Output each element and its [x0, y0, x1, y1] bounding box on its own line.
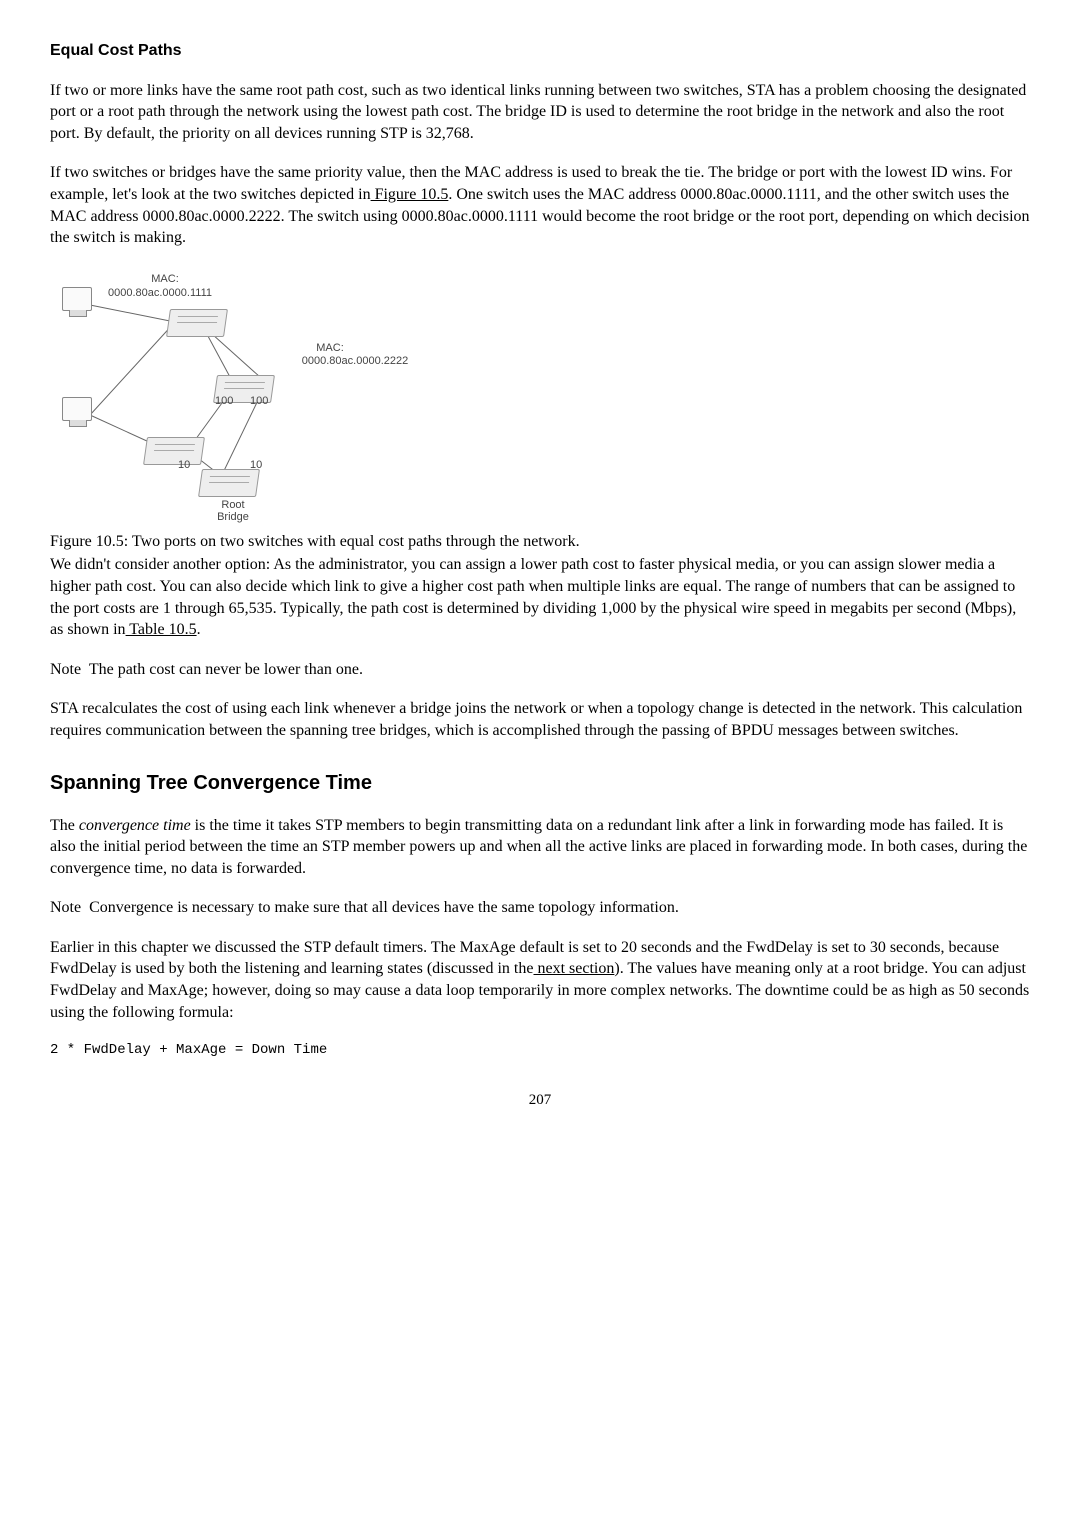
paragraph: STA recalculates the cost of using each …	[50, 698, 1030, 741]
switch-icon	[166, 309, 228, 337]
note: Note The path cost can never be lower th…	[50, 659, 1030, 681]
text: Bridge	[213, 511, 253, 523]
switch-icon	[143, 437, 205, 465]
page-number: 207	[50, 1090, 1030, 1110]
figure-label-mac2b: 0000.80ac.0000.2222	[285, 355, 425, 367]
text: MAC:	[135, 273, 195, 285]
figure-label-mac2: MAC:	[305, 342, 355, 354]
figure-label-cost: 10	[250, 459, 262, 471]
figure-label-mac1: MAC:	[135, 273, 195, 285]
note-text: Convergence is necessary to make sure th…	[89, 899, 679, 916]
figure-label-cost: 100	[250, 395, 268, 407]
note: Note Convergence is necessary to make su…	[50, 897, 1030, 919]
note-label: Note	[50, 661, 81, 678]
text: Root	[213, 499, 253, 511]
figure-link[interactable]: Figure 10.5	[371, 186, 449, 203]
note-text: The path cost can never be lower than on…	[89, 661, 363, 678]
paragraph: If two switches or bridges have the same…	[50, 162, 1030, 248]
figure-label-cost: 10	[178, 459, 190, 471]
code-block: 2 * FwdDelay + MaxAge = Down Time	[50, 1041, 1030, 1060]
figure-caption: Figure 10.5: Two ports on two switches w…	[50, 531, 1030, 553]
section-link[interactable]: next section	[533, 960, 614, 977]
heading-convergence-time: Spanning Tree Convergence Time	[50, 770, 1030, 797]
pc-icon	[62, 397, 92, 421]
figure-label-cost: 100	[215, 395, 233, 407]
switch-icon	[198, 469, 260, 497]
text: The	[50, 817, 79, 834]
paragraph: We didn't consider another option: As th…	[50, 554, 1030, 640]
paragraph: Earlier in this chapter we discussed the…	[50, 937, 1030, 1023]
paragraph: If two or more links have the same root …	[50, 80, 1030, 145]
text: is the time it takes STP members to begi…	[50, 817, 1027, 877]
text: .	[197, 621, 201, 638]
paragraph: The convergence time is the time it take…	[50, 815, 1030, 880]
figure-10-5: MAC: 0000.80ac.0000.1111 MAC: 0000.80ac.…	[50, 267, 470, 527]
table-link[interactable]: Table 10.5	[126, 621, 197, 638]
heading-equal-cost-paths: Equal Cost Paths	[50, 40, 1030, 62]
figure-label-root: Root Bridge	[213, 499, 253, 523]
pc-icon	[62, 287, 92, 311]
emphasis: convergence time	[79, 817, 191, 834]
figure-label-mac1b: 0000.80ac.0000.1111	[90, 287, 230, 299]
note-label: Note	[50, 899, 81, 916]
